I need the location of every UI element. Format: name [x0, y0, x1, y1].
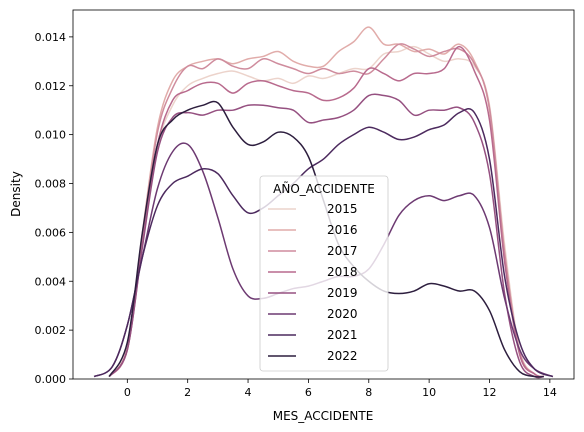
legend-label: 2019	[327, 286, 358, 300]
x-tick-label: 10	[422, 386, 436, 399]
y-tick-label: 0.014	[35, 31, 67, 44]
legend-item-2020: 2020	[268, 307, 358, 321]
series-line-2017	[108, 43, 545, 378]
y-tick-label: 0.002	[35, 324, 67, 337]
x-tick-label: 14	[543, 386, 557, 399]
legend-label: 2015	[327, 202, 358, 216]
legend-item-2015: 2015	[268, 202, 358, 216]
y-tick-label: 0.006	[35, 226, 67, 239]
series-line-2021	[93, 107, 554, 378]
series-line-2019	[108, 93, 544, 379]
y-axis: 0.000 0.002 0.004 0.006 0.008 0.010 0.012 0.014	[35, 31, 73, 386]
y-axis-label: Density	[9, 171, 23, 217]
legend-label: 2016	[327, 223, 358, 237]
series-line-2018	[108, 45, 545, 378]
y-tick-label: 0.000	[35, 373, 67, 386]
x-tick-label: 12	[482, 386, 496, 399]
legend-label: 2018	[327, 265, 358, 279]
x-tick-label: 8	[365, 386, 372, 399]
legend-label: 2021	[327, 328, 358, 342]
legend-item-2019: 2019	[268, 286, 358, 300]
y-tick-label: 0.010	[35, 129, 67, 142]
legend-item-2022: 2022	[268, 349, 358, 363]
legend-label: 2017	[327, 244, 358, 258]
x-tick-label: 0	[124, 386, 131, 399]
x-tick-label: 6	[305, 386, 312, 399]
legend-frame	[259, 175, 389, 372]
x-tick-label: 2	[184, 386, 191, 399]
y-tick-label: 0.008	[35, 178, 67, 191]
y-tick-label: 0.004	[35, 275, 67, 288]
legend: AÑO_ACCIDENTE 20152016201720182019202020…	[259, 175, 389, 372]
x-axis: 0 2 4 6 8 10 12 14	[124, 379, 557, 399]
legend-label: 2020	[327, 307, 358, 321]
legend-title: AÑO_ACCIDENTE	[273, 181, 375, 196]
plot-area-frame	[72, 9, 575, 380]
y-tick-label: 0.012	[35, 80, 67, 93]
legend-item-2016: 2016	[268, 223, 358, 237]
x-tick-label: 4	[245, 386, 252, 399]
legend-item-2017: 2017	[268, 244, 358, 258]
legend-item-2021: 2021	[268, 328, 358, 342]
x-axis-label: MES_ACCIDENTE	[273, 409, 374, 423]
legend-item-2018: 2018	[268, 265, 358, 279]
legend-items: 2015 2016 2017 2018 2019 2020 2021 2022	[268, 202, 358, 363]
legend-label: 2022	[327, 349, 358, 363]
